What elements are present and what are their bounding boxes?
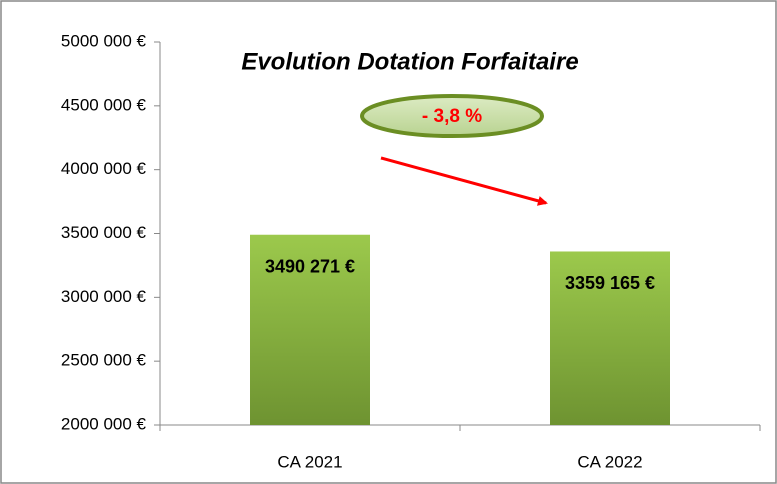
y-tick-label: 5000 000 € (61, 31, 147, 50)
trend-arrow (380, 156, 548, 206)
annotation-badge (360, 94, 544, 138)
bar (250, 234, 370, 425)
y-tick-label: 4000 000 € (61, 159, 147, 178)
value-label: 3490 271 € (265, 256, 355, 276)
y-tick-label: 3000 000 € (61, 287, 147, 306)
bar (550, 251, 670, 425)
y-tick-label: 4500 000 € (61, 95, 147, 114)
x-tick-label: CA 2021 (277, 452, 342, 471)
annotation: - 3,8 % (422, 106, 482, 127)
x-tick-label: CA 2022 (577, 452, 642, 471)
chart-title: Evolution Dotation Forfaitaire (241, 48, 578, 75)
y-tick-label: 3500 000 € (61, 223, 147, 242)
value-label: 3359 165 € (565, 273, 655, 293)
y-tick-label: 2500 000 € (61, 351, 147, 370)
y-tick-label: 2000 000 € (61, 414, 147, 433)
